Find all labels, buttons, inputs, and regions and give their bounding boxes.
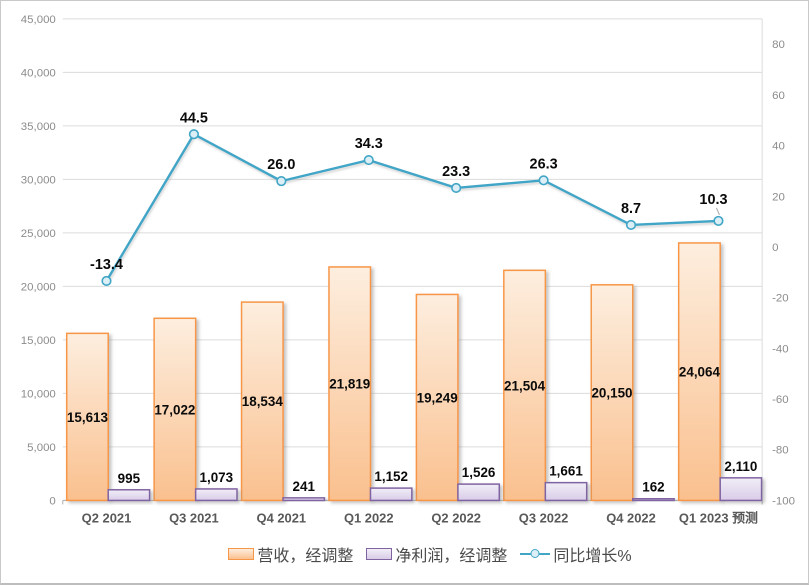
- growth-line-marker-icon: [520, 553, 551, 555]
- netprofit-bar: [107, 489, 151, 502]
- growth-point-marker: [538, 175, 549, 186]
- revenue-value-label: 19,249: [417, 390, 458, 405]
- netprofit-bar: [632, 497, 675, 502]
- category-label: Q1 2022: [344, 510, 394, 525]
- netprofit-swatch-icon: [366, 548, 393, 560]
- right-axis-tick-label: -20: [772, 293, 789, 305]
- left-axis-tick-label: 20,000: [21, 281, 56, 293]
- netprofit-value-label: 241: [293, 479, 316, 494]
- category-label: Q2 2021: [82, 510, 132, 525]
- legend: 营收，经调整 净利润，经调整 同比增长%: [58, 542, 802, 566]
- growth-value-label: 23.3: [442, 164, 470, 180]
- category-label: Q4 2021: [257, 510, 307, 525]
- legend-label-revenue: 营收，经调整: [257, 548, 354, 565]
- right-axis-tick-label: -100: [772, 495, 795, 507]
- left-axis-tick-label: 0: [49, 495, 55, 507]
- category-label: Q3 2022: [519, 510, 569, 525]
- growth-point-marker: [451, 182, 462, 194]
- netprofit-bar: [457, 483, 501, 502]
- right-axis-tick-label: 40: [772, 141, 785, 153]
- growth-value-label: 8.7: [621, 201, 641, 217]
- category-label: Q2 2022: [431, 510, 481, 525]
- legend-item-growth: 同比增长%: [520, 542, 632, 566]
- legend-label-netprofit: 净利润，经调整: [395, 548, 508, 565]
- revenue-bar: [153, 317, 197, 502]
- growth-value-label: -13.4: [90, 257, 123, 273]
- left-axis-tick-label: 35,000: [21, 121, 56, 133]
- left-axis-tick-label: 25,000: [21, 228, 56, 240]
- revenue-value-label: 18,534: [242, 394, 284, 409]
- left-axis-tick-label: 45,000: [21, 14, 56, 26]
- growth-point-marker: [188, 129, 199, 140]
- revenue-bar: [503, 269, 547, 502]
- revenue-value-label: 24,064: [679, 365, 721, 380]
- right-axis-tick-label: -80: [772, 445, 789, 457]
- revenue-value-label: 15,613: [67, 410, 108, 425]
- left-axis-tick-label: 5,000: [27, 442, 56, 454]
- category-label: Q4 2022: [606, 510, 656, 525]
- netprofit-value-label: 995: [118, 471, 141, 486]
- growth-point-marker: [625, 219, 637, 231]
- growth-value-label: 34.3: [355, 136, 383, 152]
- revenue-value-label: 21,819: [329, 377, 370, 392]
- right-axis-tick-label: 60: [772, 90, 785, 102]
- right-axis-tick-label: 80: [772, 39, 785, 51]
- netprofit-value-label: 162: [642, 480, 664, 495]
- left-axis-tick-label: 15,000: [21, 335, 56, 347]
- netprofit-bar: [282, 497, 326, 502]
- legend-label-growth: 同比增长%: [553, 548, 632, 565]
- right-axis-tick-label: 0: [772, 242, 778, 254]
- revenue-bar: [65, 332, 109, 502]
- left-axis-tick-label: 10,000: [21, 388, 56, 400]
- netprofit-bar: [369, 487, 413, 502]
- revenue-bar: [415, 293, 459, 502]
- right-axis-tick-label: 20: [772, 191, 785, 203]
- label-leader-line: [715, 207, 720, 216]
- revenue-value-label: 20,150: [591, 386, 632, 401]
- left-axis-tick-label: 30,000: [21, 174, 56, 186]
- left-axis-tick-label: 40,000: [21, 67, 56, 79]
- right-axis-tick-label: -40: [772, 343, 789, 355]
- revenue-bar: [240, 301, 284, 502]
- netprofit-value-label: 1,073: [200, 470, 234, 485]
- growth-line: [105, 132, 719, 282]
- revenue-bar: [328, 266, 372, 502]
- growth-point-marker: [101, 275, 112, 287]
- revenue-swatch-icon: [228, 548, 255, 560]
- revenue-bar: [590, 284, 634, 502]
- netprofit-value-label: 2,110: [724, 459, 757, 474]
- growth-value-label: 44.5: [180, 110, 208, 126]
- netprofit-bar: [194, 488, 238, 502]
- netprofit-bar: [719, 477, 763, 502]
- growth-value-label: 10.3: [699, 192, 727, 208]
- growth-value-label: 26.3: [530, 156, 558, 172]
- legend-item-netprofit: 净利润，经调整: [366, 542, 507, 566]
- growth-value-label: 26.0: [267, 157, 295, 173]
- legend-item-revenue: 营收，经调整: [228, 542, 353, 566]
- growth-point-marker: [276, 176, 287, 187]
- growth-point-marker: [363, 154, 374, 166]
- revenue-value-label: 21,504: [504, 378, 546, 393]
- revenue-value-label: 17,022: [154, 402, 195, 417]
- category-label: Q3 2021: [169, 510, 219, 525]
- netprofit-value-label: 1,526: [462, 465, 496, 480]
- netprofit-value-label: 1,661: [549, 464, 583, 479]
- right-axis-tick-label: -60: [772, 394, 789, 406]
- revenue-bar: [677, 242, 721, 502]
- category-label: Q1 2023 预测: [679, 510, 758, 525]
- growth-point-marker: [713, 215, 724, 226]
- netprofit-value-label: 1,152: [374, 469, 408, 484]
- netprofit-bar: [544, 481, 588, 502]
